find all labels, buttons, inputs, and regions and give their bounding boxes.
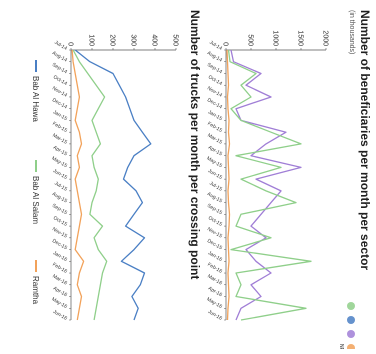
- chart-title: Number of beneficiaries per month per se…: [358, 10, 372, 270]
- legend-label: Bab Al Hawa: [31, 76, 40, 122]
- x-tick-label: Jun-15: [52, 168, 68, 181]
- chart-subtitle: (in thousands): [348, 10, 355, 54]
- y-tick-label: 300: [130, 34, 137, 46]
- chart-panel-2: Number of trucks per month per crossing …: [31, 10, 202, 322]
- legend-label: Bab Al Salam: [31, 176, 40, 224]
- y-tick-label: 500: [247, 34, 254, 46]
- x-tick-label: Mar-16: [206, 273, 223, 286]
- crossing-legend: Bab Al Hawa Bab Al Salam Ramtha: [31, 60, 40, 305]
- x-tick-label: Mar-16: [51, 273, 68, 286]
- x-tick-label: May-15: [206, 156, 224, 170]
- x-tick-label: Dec-14: [51, 97, 68, 110]
- health-icon: [347, 330, 355, 338]
- series-line-1: [74, 49, 152, 321]
- x-tick-label: May-16: [51, 296, 69, 310]
- x-tick-label: Dec-14: [206, 97, 223, 110]
- series-line-2: [227, 49, 312, 321]
- x-tick-label: Sep-14: [206, 62, 223, 75]
- chart-panel-1: Number of beneficiaries per month per se…: [206, 10, 372, 352]
- y-tick-label: 400: [151, 34, 158, 46]
- y-tick-label: 500: [172, 34, 179, 46]
- y-tick-label: 0: [222, 42, 229, 46]
- x-tick-label: Mar-15: [51, 133, 68, 146]
- x-tick-label: Jun-16: [52, 309, 68, 322]
- x-tick-label: May-16: [206, 296, 224, 310]
- series-line-2: [72, 49, 108, 321]
- y-tick-label: 200: [109, 34, 116, 46]
- nfi-icon: [347, 344, 355, 352]
- x-tick-label: Dec-15: [51, 238, 68, 251]
- legend-label: Ramtha: [31, 276, 40, 305]
- series-line-1: [230, 49, 302, 321]
- x-tick-label: Jun-15: [207, 168, 223, 181]
- x-tick-label: Sep-15: [206, 203, 223, 216]
- x-tick-label: Jun-16: [207, 309, 223, 322]
- food-icon: [347, 302, 355, 310]
- x-tick-label: Mar-15: [206, 133, 223, 146]
- y-tick-label: 2000: [322, 30, 329, 46]
- chart-title: Number of trucks per month per crossing …: [188, 10, 202, 279]
- x-tick-label: Sep-15: [51, 203, 68, 216]
- series-line-3: [71, 49, 85, 321]
- x-tick-label: May-15: [51, 156, 69, 170]
- y-tick-label: 0: [67, 42, 74, 46]
- wash-icon: [347, 316, 355, 324]
- x-tick-label: Sep-14: [51, 62, 68, 75]
- series-line-3: [226, 49, 231, 321]
- y-tick-label: 100: [88, 34, 95, 46]
- x-tick-label: Dec-15: [206, 238, 223, 251]
- legend-label: NFI: [338, 344, 344, 349]
- sector-legend: NFI: [338, 302, 355, 352]
- y-tick-label: 1000: [272, 30, 279, 46]
- y-tick-label: 1500: [297, 30, 304, 46]
- rotated-figure: Number of beneficiaries per month per se…: [31, 10, 372, 352]
